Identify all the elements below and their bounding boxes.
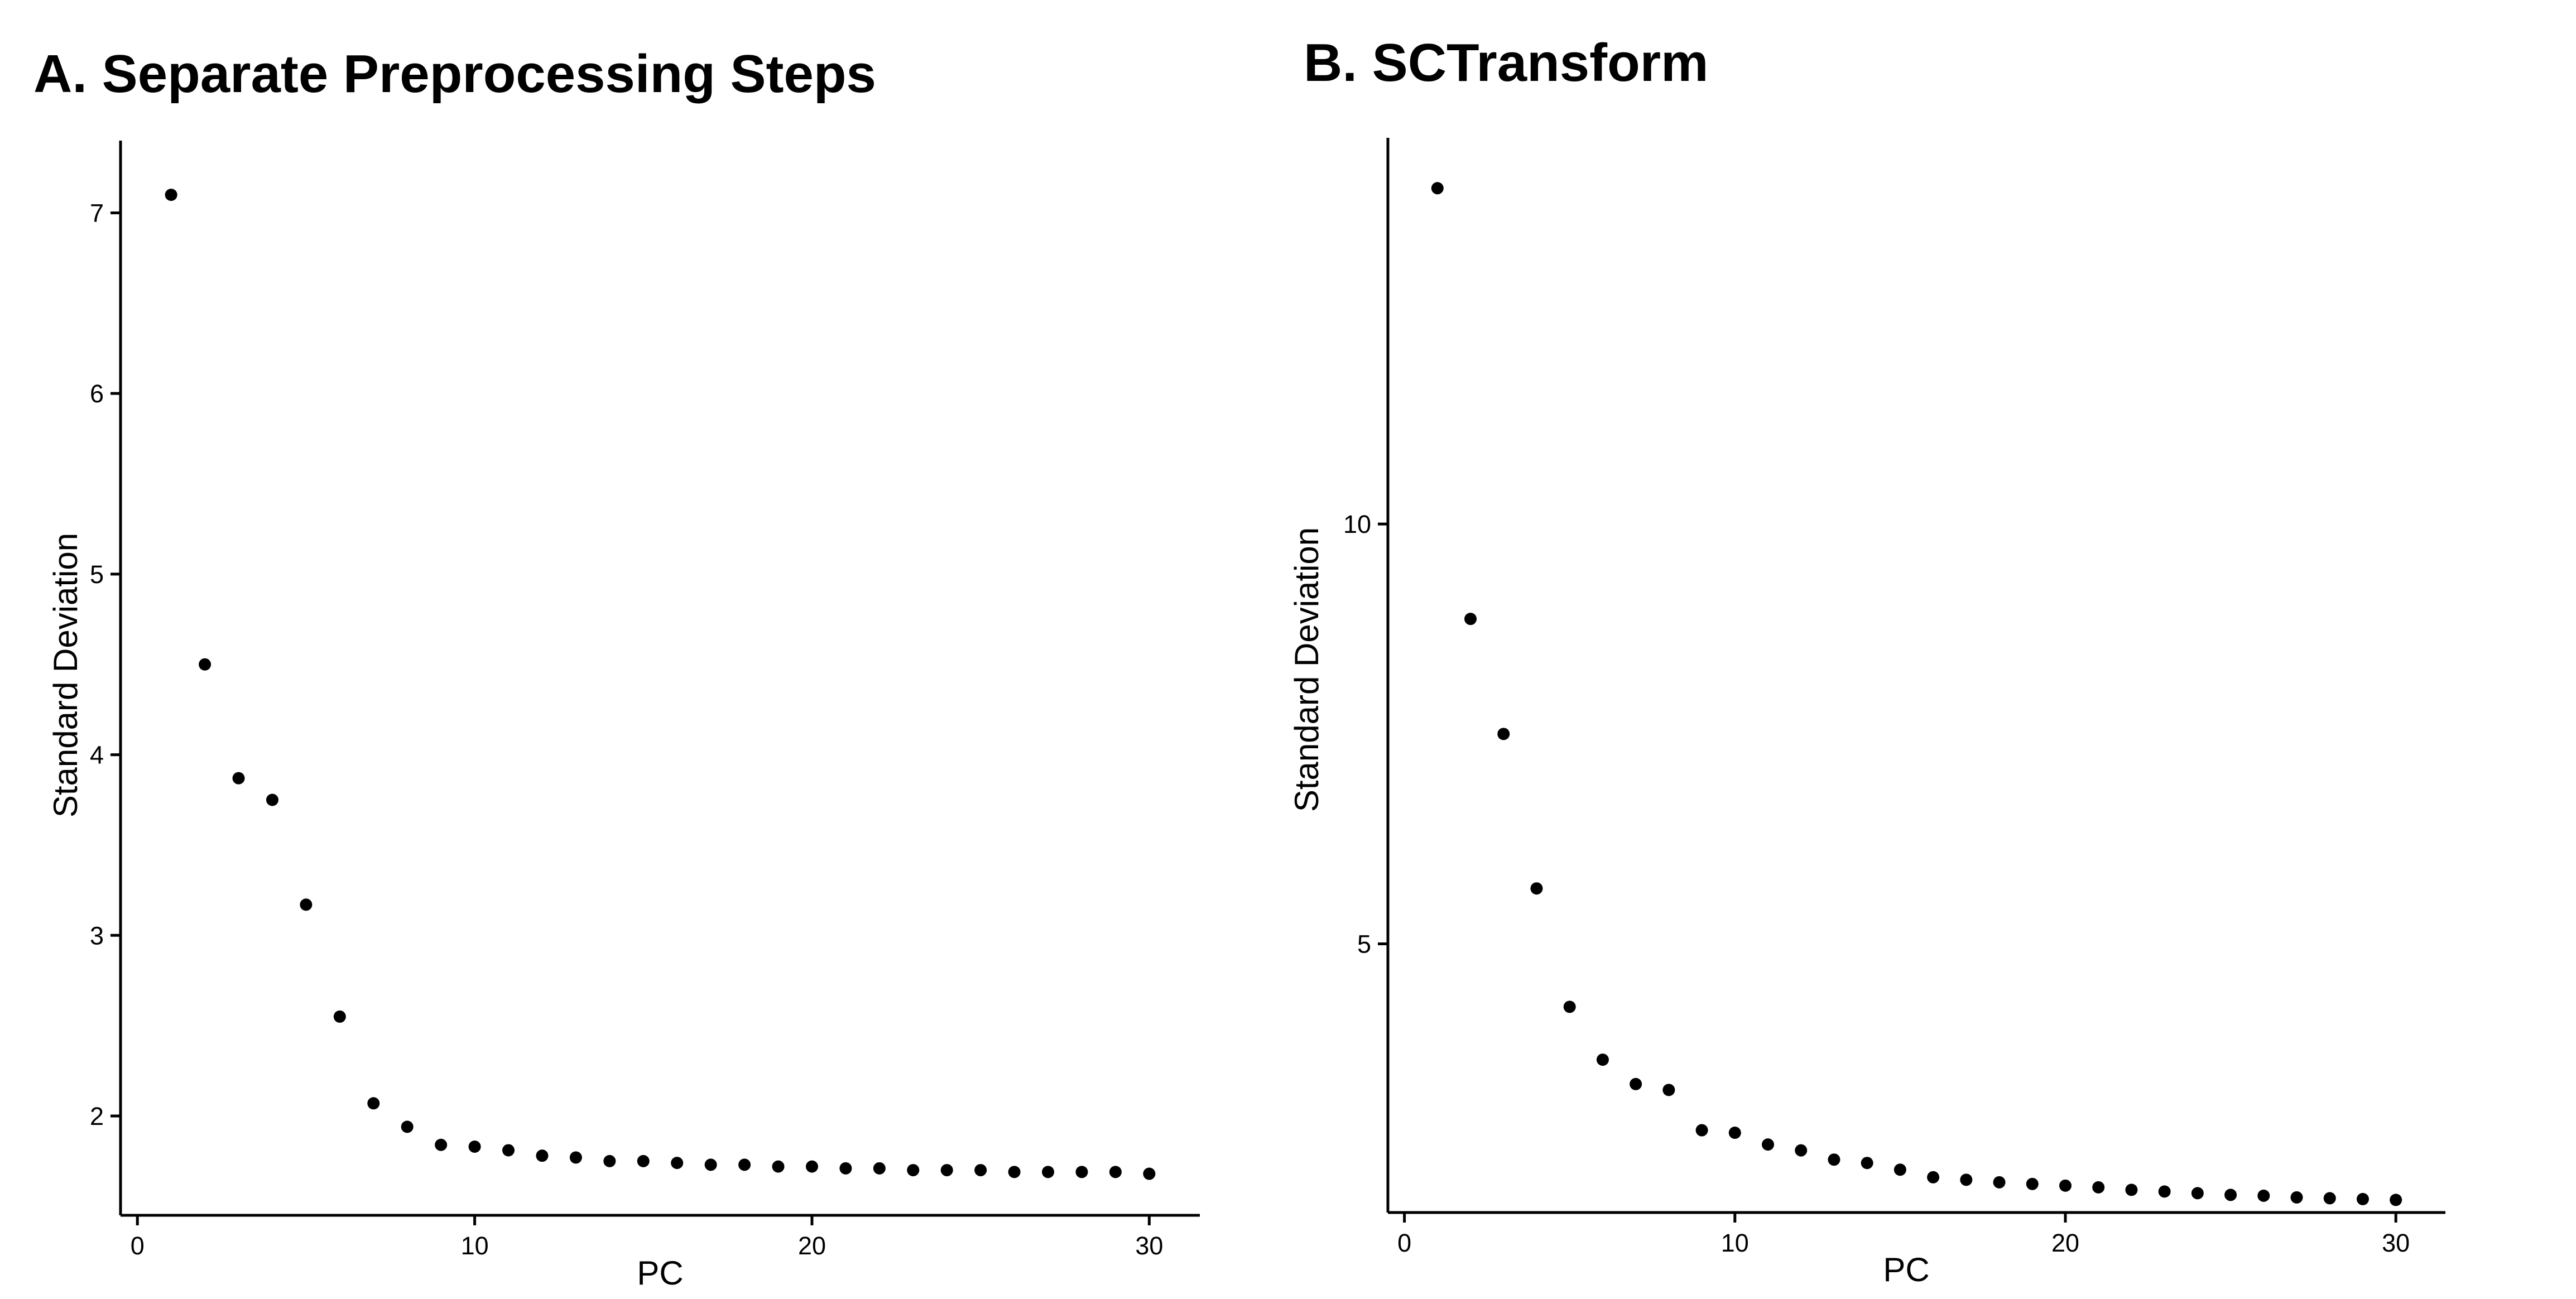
panel-a-data-point: [772, 1160, 785, 1173]
panel-a-y-tick-label: 3: [90, 921, 104, 950]
panel-b-x-tick-label: 0: [1397, 1229, 1411, 1257]
panel-a-y-axis-label: Standard Deviation: [47, 533, 84, 817]
panel-a-x-tick-label: 30: [1135, 1231, 1163, 1260]
panel-a-data-point: [401, 1120, 414, 1133]
panel-a-data-point: [738, 1158, 751, 1171]
panel-a-y-tick-label: 7: [90, 199, 104, 227]
panel-a-data-point: [671, 1157, 684, 1170]
panel-b-data-point: [2323, 1192, 2336, 1205]
panel-a-data-point: [974, 1164, 987, 1177]
panel-b-data-point: [1464, 613, 1477, 626]
panel-a-data-point: [468, 1140, 481, 1153]
panel-b-data-point: [2224, 1189, 2237, 1201]
panel-a-data-point: [502, 1144, 515, 1157]
panel-a-x-tick-label: 20: [798, 1231, 826, 1260]
panel-b-data-point: [1828, 1153, 1840, 1166]
panel-a-data-point: [165, 189, 177, 201]
panel-b-y-axis-label: Standard Deviation: [1288, 527, 1325, 812]
panel-b-data-point: [1431, 182, 1444, 195]
panel-a-data-point: [367, 1097, 380, 1110]
panel-b: B. SCTransform 0 10 20 30 5 10 PC Standard De…: [1288, 33, 2445, 1288]
panel-b-data-point: [1993, 1176, 2006, 1189]
panel-b-data-point: [1630, 1077, 1642, 1090]
panel-b-data-point: [2026, 1177, 2039, 1190]
panel-a-data-point: [873, 1162, 886, 1175]
panel-b-y-tick-label: 5: [1357, 930, 1371, 959]
panel-a-data-point: [805, 1160, 818, 1173]
panel-b-data-point: [1497, 728, 1510, 740]
panel-a-data-point: [1008, 1166, 1021, 1178]
panel-b-data-point: [1960, 1173, 1973, 1186]
panel-a-plot-area: 0 10 20 30 2 3 4 5 6 7: [90, 141, 1200, 1260]
panel-b-data-point: [2191, 1187, 2204, 1200]
panel-b-data-point: [1530, 882, 1543, 895]
panel-b-title: B. SCTransform: [1304, 33, 1708, 93]
panel-a-data-point: [1143, 1167, 1156, 1180]
panel-a-y-tick-label: 4: [90, 741, 104, 769]
panel-a-data-point: [333, 1010, 346, 1023]
panel-a-data-point: [907, 1164, 920, 1177]
panel-a-data-point: [637, 1154, 650, 1167]
panel-a-data-point: [569, 1151, 582, 1164]
panel-b-data-point: [2158, 1185, 2171, 1198]
panel-a-x-tick-label: 0: [131, 1231, 145, 1260]
panel-a-x-tick-label: 10: [461, 1231, 489, 1260]
panel-a-title: A. Separate Preprocessing Steps: [33, 44, 876, 104]
panel-b-data-point: [2356, 1192, 2369, 1205]
panel-a-data-point: [940, 1164, 953, 1177]
panel-a-data-point: [232, 772, 245, 785]
panel-a-data-point: [1109, 1166, 1122, 1178]
panel-b-y-tick-label: 10: [1343, 510, 1371, 538]
panel-a-data-point: [1075, 1166, 1088, 1178]
panel-b-x-axis-label: PC: [1883, 1251, 1929, 1288]
panel-a-data-point: [603, 1154, 616, 1167]
panel-b-x-tick-label: 10: [1721, 1229, 1749, 1257]
panel-b-data-point: [2125, 1183, 2138, 1196]
panel-a: A. Separate Preprocessing Steps 0 10 20 30 2…: [33, 44, 1200, 1292]
panel-b-data-point: [1662, 1084, 1675, 1096]
panel-b-data-point: [1762, 1138, 1775, 1151]
panel-a-x-axis-label: PC: [637, 1254, 683, 1292]
panel-a-y-tick-label: 6: [90, 379, 104, 408]
panel-b-data-point: [1861, 1157, 1873, 1170]
panel-a-data-point: [199, 658, 212, 671]
panel-a-y-tick-label: 5: [90, 560, 104, 589]
panel-b-data-point: [1893, 1163, 1906, 1176]
panel-a-data-point: [1042, 1166, 1055, 1178]
panel-b-data-point: [1596, 1053, 1609, 1066]
panel-b-data-point: [1563, 1000, 1576, 1013]
panel-a-data-point: [266, 793, 278, 806]
panel-a-data-point: [300, 898, 313, 911]
panel-a-data-point: [704, 1158, 717, 1171]
panel-b-data-point: [1927, 1171, 1940, 1183]
panel-a-data-point: [536, 1149, 549, 1162]
panel-b-data-point: [2257, 1189, 2270, 1202]
panel-b-data-point: [1695, 1124, 1708, 1137]
panel-b-data-point: [2092, 1181, 2105, 1194]
panel-b-x-tick-label: 30: [2382, 1229, 2410, 1257]
panel-b-x-tick-label: 20: [2051, 1229, 2079, 1257]
panel-b-plot-area: 0 10 20 30 5 10: [1343, 138, 2445, 1257]
panel-b-data-point: [2390, 1194, 2402, 1206]
panel-b-data-point: [1795, 1144, 1808, 1157]
panel-b-data-point: [2059, 1179, 2072, 1192]
panel-b-data-point: [1728, 1127, 1741, 1139]
panel-b-data-point: [2290, 1191, 2303, 1204]
panel-a-data-point: [839, 1162, 852, 1175]
panel-a-y-tick-label: 2: [90, 1102, 104, 1130]
panel-a-data-point: [435, 1138, 448, 1151]
